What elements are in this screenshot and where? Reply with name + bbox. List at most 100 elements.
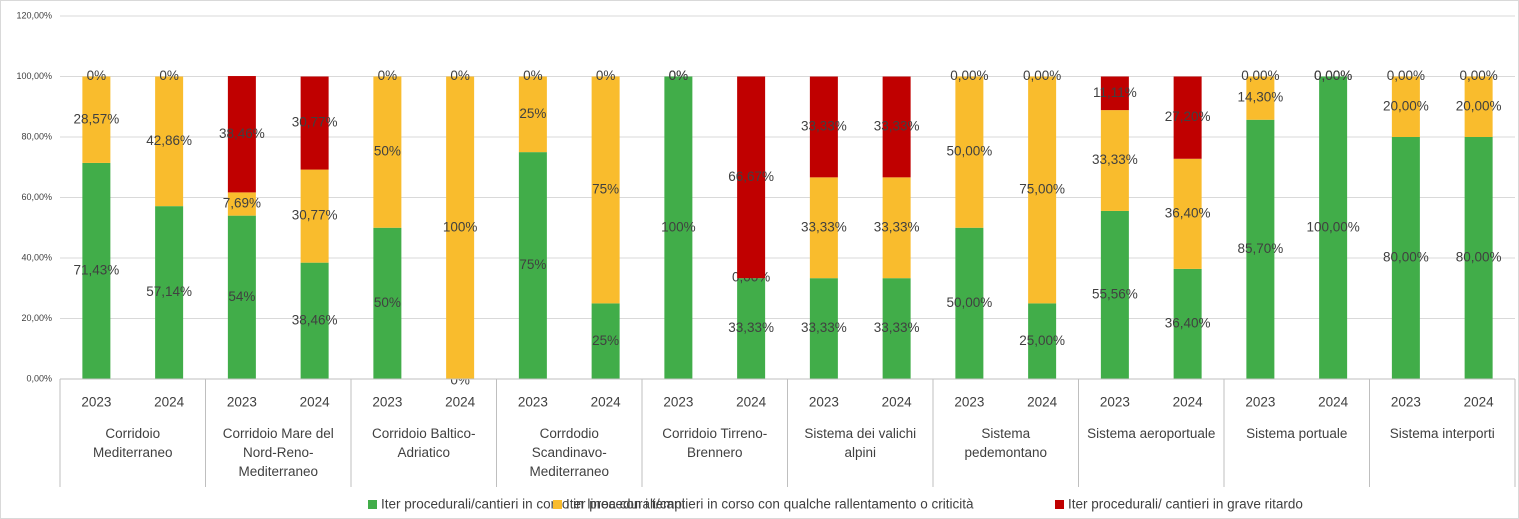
x-tick-label: 2024: [736, 395, 767, 410]
data-label: 0%: [87, 68, 107, 83]
x-tick-label: 2024: [882, 395, 913, 410]
bar-segment: [737, 76, 766, 279]
data-label: 0%: [378, 68, 398, 83]
bar-segment: [155, 206, 184, 379]
legend-label: Iter procedurali/ cantieri in grave rita…: [1068, 497, 1303, 512]
x-tick-label: 2024: [1027, 395, 1058, 410]
group-label: Corridoio Mare del Nord-Reno-Mediterrane…: [222, 426, 334, 479]
group-label: Corridoio Tirreno-Brennero: [662, 426, 768, 460]
data-label: 42,86%: [146, 133, 192, 148]
data-label: 33,33%: [801, 219, 847, 234]
data-label: 33,33%: [1092, 152, 1138, 167]
data-label: 33,33%: [874, 320, 920, 335]
y-tick-label: 40,00%: [21, 252, 52, 262]
data-label: 25%: [519, 106, 546, 121]
data-label: 0,00%: [1314, 68, 1352, 83]
data-label: 50%: [374, 295, 401, 310]
bar-segment: [227, 215, 256, 379]
x-tick-label: 2024: [1464, 395, 1495, 410]
x-tick-label: 2023: [1245, 395, 1275, 410]
bar-segment: [1173, 158, 1202, 269]
data-label: 50,00%: [946, 295, 992, 310]
bar-segment: [82, 76, 111, 163]
bar-segment: [155, 76, 184, 207]
group-label: Sistema portuale: [1246, 426, 1348, 441]
bar-segment: [1028, 303, 1057, 379]
bar-segment: [518, 152, 547, 379]
bar-segment: [1173, 268, 1202, 379]
data-label: 20,00%: [1456, 98, 1502, 113]
x-tick-label: 2023: [954, 395, 984, 410]
bar-segment: [1391, 76, 1420, 137]
bar-segment: [591, 76, 620, 304]
group-label: Corridoio Mediterraneo: [92, 426, 173, 460]
data-label: 30,77%: [292, 115, 338, 130]
data-label: 38,46%: [292, 312, 338, 327]
data-label: 0%: [523, 68, 543, 83]
bar-segment: [1319, 76, 1348, 379]
bar-segment: [373, 76, 402, 228]
data-label: 36,40%: [1165, 316, 1211, 331]
data-label: 33,33%: [801, 320, 847, 335]
group-label: Sistema dei valichi alpini: [804, 426, 917, 460]
data-label: 14,30%: [1237, 90, 1283, 105]
bar-segment: [1028, 76, 1057, 304]
data-label: 38,46%: [219, 126, 265, 141]
data-label: 0,00%: [1241, 68, 1279, 83]
legend-swatch: [1055, 500, 1064, 509]
data-label: 0,00%: [1023, 68, 1061, 83]
data-label: 0%: [669, 68, 689, 83]
bar-segment: [373, 227, 402, 379]
data-label: 100%: [661, 219, 696, 234]
data-label: 80,00%: [1456, 250, 1502, 265]
data-label: 0,00%: [1387, 68, 1425, 83]
bar-segment: [809, 177, 838, 279]
data-label: 66,67%: [728, 169, 774, 184]
data-label: 0%: [450, 68, 470, 83]
group-label: Corrdodio Scandinavo-Mediterraneo: [529, 426, 610, 479]
data-label: 25%: [592, 333, 619, 348]
group-label: Corridoio Baltico-Adriatico: [371, 426, 476, 460]
data-label: 33,33%: [874, 119, 920, 134]
bar-segment: [82, 162, 111, 379]
data-label: 100%: [443, 219, 478, 234]
bar-segment: [809, 76, 838, 178]
bar-segment: [1173, 76, 1202, 159]
bar-segment: [1391, 137, 1420, 379]
group-label: Sistema interporti: [1389, 426, 1495, 441]
data-label: 0%: [159, 68, 179, 83]
data-label: 0,00%: [1314, 68, 1352, 83]
data-label: 27,20%: [1165, 109, 1211, 124]
data-label: 36,40%: [1165, 205, 1211, 220]
x-tick-label: 2023: [663, 395, 693, 410]
bar-segment: [300, 76, 329, 170]
data-label: 0,00%: [1459, 68, 1497, 83]
y-tick-label: 100,00%: [16, 71, 52, 81]
group-label: Sistema pedemontano: [964, 426, 1048, 460]
data-label: 33,33%: [874, 219, 920, 234]
legend-label: Iter procedurali/cantieri in corso in li…: [381, 497, 685, 512]
data-label: 0%: [596, 68, 616, 83]
bar-segment: [518, 76, 547, 153]
bar-segment: [227, 76, 256, 193]
bar-segment: [882, 76, 911, 178]
bar-segment: [591, 303, 620, 379]
y-tick-label: 20,00%: [21, 313, 52, 323]
bar-segment: [664, 76, 693, 379]
data-label: 50,00%: [946, 144, 992, 159]
bar-segment: [300, 262, 329, 379]
y-tick-label: 120,00%: [16, 10, 52, 20]
data-label: 20,00%: [1383, 98, 1429, 113]
bar-segment: [446, 76, 475, 379]
x-tick-label: 2023: [1391, 395, 1421, 410]
y-tick-label: 80,00%: [21, 131, 52, 141]
x-tick-label: 2024: [300, 395, 331, 410]
data-label: 71,43%: [73, 263, 119, 278]
bar-segment: [1246, 119, 1275, 379]
x-tick-label: 2024: [154, 395, 185, 410]
x-tick-label: 2024: [1318, 395, 1349, 410]
x-tick-label: 2024: [591, 395, 622, 410]
y-tick-label: 0,00%: [26, 373, 52, 383]
legend-swatch: [368, 500, 377, 509]
x-tick-label: 2023: [372, 395, 402, 410]
